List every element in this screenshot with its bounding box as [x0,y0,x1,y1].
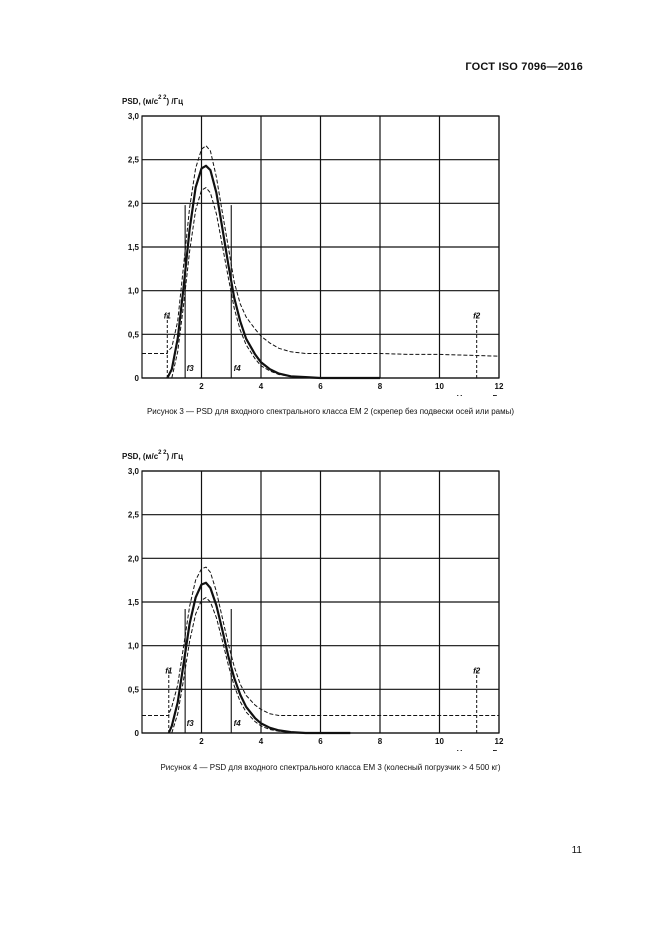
y-axis-label-tail: ) /Гц [167,452,184,461]
marker-label-f3: f3 [187,719,195,728]
standard-designation: ГОСТ ISO 7096—2016 [465,61,583,73]
x-tick-label: 2 [199,382,204,391]
psd-chart-em3: PSD, (м/с2 2) /Гц 2 4 6 8 10 12 0 0,5 1,0 1,5 2,0 2,… [0,441,661,751]
y-tick-label: 3,0 [128,112,140,121]
marker-label-f4: f4 [234,364,242,373]
chart-svg: PSD, (м/с2 2) /Гц 2 4 6 8 10 12 0 0,5 1,0 1,5 2,0 2,… [122,450,504,751]
marker-label-f1: f1 [165,667,173,676]
marker-label-f1: f1 [164,312,172,321]
x-tick-label: 6 [318,382,323,391]
y-tick-label: 2,5 [128,511,140,520]
y-axis-label-base: PSD, (м/с [122,452,159,461]
x-tick-label: 4 [259,737,264,746]
y-axis-label-superscript: 2 2 [158,95,167,101]
series-upper-limit [142,145,500,357]
marker-label-f2: f2 [473,667,481,676]
page-number: 11 [571,845,582,856]
y-tick-label: 1,0 [128,642,140,651]
x-tick-label: 6 [318,737,323,746]
x-tick-label: 4 [259,382,264,391]
series-lower-limit [171,597,321,734]
y-tick-label: 1,0 [128,287,140,296]
x-tick-label: 12 [495,737,504,746]
y-tick-label: 0,5 [128,330,140,339]
y-axis-label-tail: ) /Гц [167,97,184,106]
marker-label-f4: f4 [234,719,242,728]
x-tick-label: 12 [495,382,504,391]
series-target [167,581,351,735]
y-tick-label: 1,5 [128,598,140,607]
x-axis-label: Частота, Гц [457,394,502,396]
psd-chart-em2: PSD, (м/с2 2) /Гц 2 4 6 8 10 12 0 0,5 1,0 1,5 2,0 2,… [0,86,661,396]
y-axis-label-superscript: 2 2 [158,450,167,456]
y-axis-label-base: PSD, (м/с [122,97,159,106]
y-tick-label: 2,5 [128,156,140,165]
y-tick-label: 0,5 [128,685,140,694]
y-tick-label: 3,0 [128,467,140,476]
y-tick-label: 0 [135,374,140,383]
x-tick-label: 8 [378,737,383,746]
series-upper-limit [142,566,499,716]
y-tick-label: 1,5 [128,243,140,252]
x-tick-label: 10 [435,382,444,391]
x-tick-label: 2 [199,737,204,746]
x-axis-label: Частота, Гц [457,749,502,751]
x-tick-label: 10 [435,737,444,746]
y-tick-label: 0 [135,729,140,738]
chart-svg: PSD, (м/с2 2) /Гц 2 4 6 8 10 12 0 0,5 1,0 1,5 2,0 2,… [122,95,504,396]
series-lower-limit [171,187,321,379]
marker-label-f3: f3 [187,364,195,373]
series-target [166,164,380,380]
marker-label-f2: f2 [473,312,481,321]
x-tick-label: 8 [378,382,383,391]
y-tick-label: 2,0 [128,554,140,563]
y-axis-label: PSD, (м/с2 2) /Гц [122,95,183,106]
figure-4-caption: Рисунок 4 — PSD для входного спектрально… [160,763,501,772]
figure-3-caption: Рисунок 3 — PSD для входного спектрально… [146,407,515,416]
y-axis-label: PSD, (м/с2 2) /Гц [122,450,183,461]
y-tick-label: 2,0 [128,199,140,208]
